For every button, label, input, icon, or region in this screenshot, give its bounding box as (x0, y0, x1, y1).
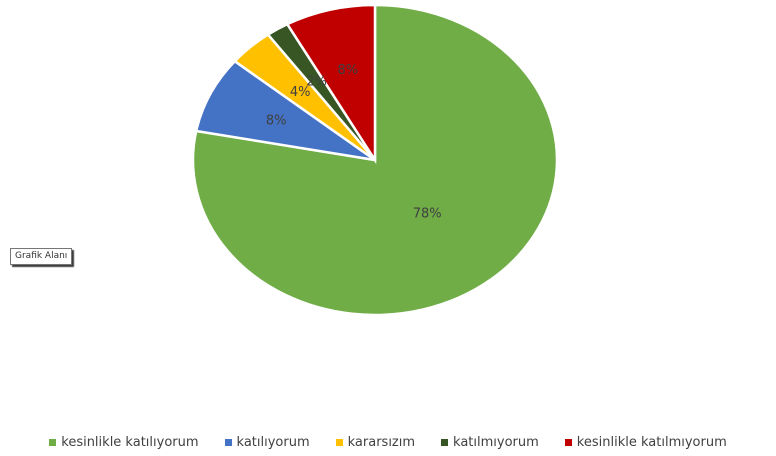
chart-legend[interactable]: kesinlikle katılıyorum katılıyorum kararsı… (0, 432, 776, 452)
data-label-2: 8% (266, 113, 287, 128)
data-label-3: 4% (290, 85, 311, 100)
legend-swatch-2 (224, 438, 232, 446)
legend-swatch-4 (441, 438, 449, 446)
data-label-4: 2% (306, 75, 327, 90)
legend-label-2: katılıyorum (236, 434, 310, 450)
data-label-1: 78% (413, 207, 442, 222)
pie-slice-1[interactable] (191, 3, 559, 317)
chart-area-tooltip: Grafik Alanı (10, 248, 73, 265)
pie-data-labels: 78%8%4%2%8% (266, 63, 442, 222)
legend-item-5[interactable]: kesinlikle katılmıyorum (564, 434, 727, 450)
pie-slice-2[interactable] (194, 59, 376, 162)
legend-label-3: kararsızım (347, 434, 416, 450)
pie-chart[interactable]: 78%8%4%2%8% (0, 0, 776, 420)
legend-label-4: katılmıyorum (453, 434, 539, 450)
legend-item-2[interactable]: katılıyorum (224, 434, 310, 450)
legend-item-3[interactable]: kararsızım (335, 434, 416, 450)
pie-slice-5[interactable] (285, 3, 377, 165)
legend-label-5: kesinlikle katılmıyorum (576, 434, 727, 450)
legend-swatch-3 (335, 438, 343, 446)
legend-item-4[interactable]: katılmıyorum (441, 435, 539, 450)
data-label-5: 8% (337, 63, 358, 78)
legend-label-1: kesinlikle katılıyorum (61, 434, 199, 450)
legend-item-1[interactable]: kesinlikle katılıyorum (49, 434, 199, 450)
pie-slices (191, 3, 559, 317)
legend-swatch-5 (564, 438, 572, 446)
legend-swatch-1 (49, 438, 57, 446)
